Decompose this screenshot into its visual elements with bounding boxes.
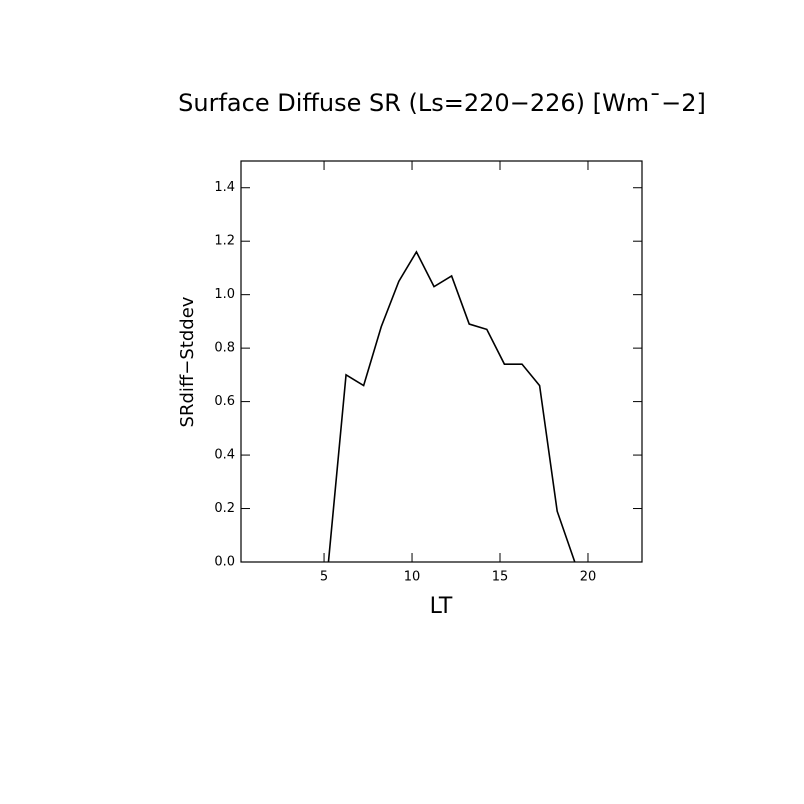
y-tick-label: 0.4 xyxy=(214,448,235,463)
data-line xyxy=(327,250,576,563)
x-tick-label: 15 xyxy=(492,570,509,585)
chart-title: Surface Diffuse SR (Ls=220−226) [Wm¯−2] xyxy=(178,89,706,117)
x-axis-label: LT xyxy=(430,594,453,619)
y-tick-label: 1.2 xyxy=(214,234,235,249)
y-axis-label: SRdiff−Stddev xyxy=(177,296,198,427)
y-tick-label: 1.0 xyxy=(214,287,235,302)
y-tick-label: 0.8 xyxy=(214,341,235,356)
x-tick-label: 10 xyxy=(404,570,421,585)
plot-frame xyxy=(240,160,643,563)
y-tick-label: 0.2 xyxy=(214,501,235,516)
x-tick-label: 20 xyxy=(580,570,597,585)
y-tick-label: 0.0 xyxy=(214,555,235,570)
y-tick-label: 0.6 xyxy=(214,394,235,409)
x-tick-label: 5 xyxy=(320,570,328,585)
y-tick-label: 1.4 xyxy=(214,180,235,195)
